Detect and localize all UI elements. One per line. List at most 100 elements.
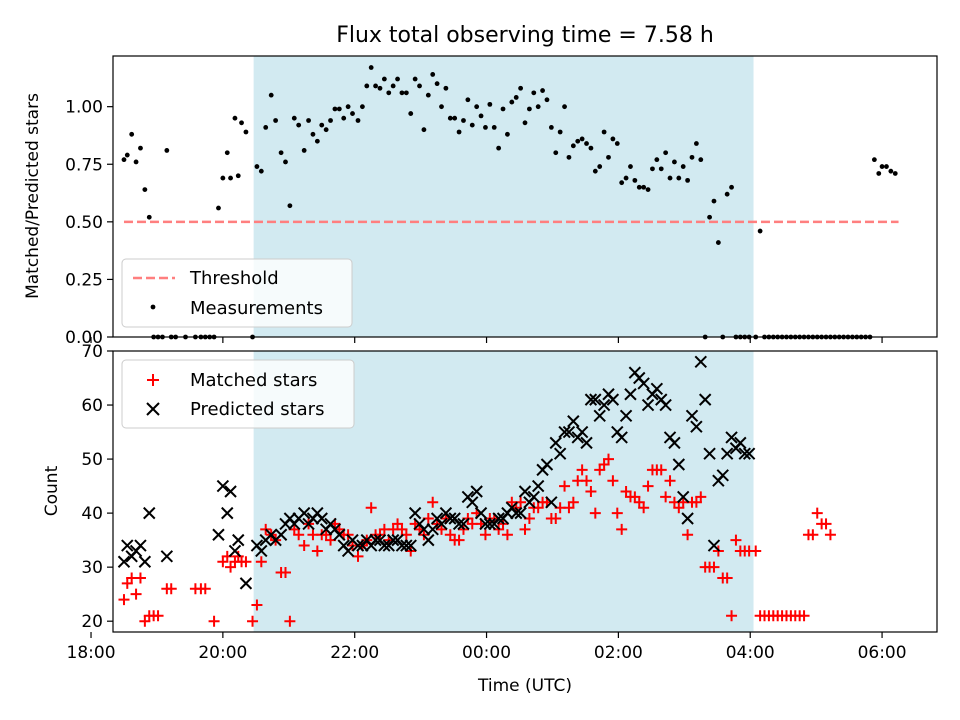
measurement-point bbox=[377, 85, 383, 91]
top-legend: Threshold Measurements bbox=[121, 258, 353, 328]
predicted-stars-point bbox=[584, 393, 598, 406]
legend-matched-marker bbox=[147, 374, 159, 386]
matched-stars-point bbox=[602, 453, 614, 465]
bottom-y-axis-label: Count bbox=[42, 465, 62, 516]
measurement-point bbox=[232, 115, 238, 121]
measurement-point bbox=[526, 106, 532, 112]
measurement-point bbox=[879, 164, 885, 169]
predicted-stars-point bbox=[239, 577, 253, 590]
measurement-point bbox=[421, 127, 427, 133]
measurement-point bbox=[628, 164, 633, 169]
measurement-point bbox=[239, 120, 244, 126]
bottom-axes-frame bbox=[112, 350, 938, 633]
predicted-stars-point bbox=[400, 539, 413, 552]
measurement-point bbox=[314, 138, 320, 144]
predicted-stars-point bbox=[641, 398, 655, 412]
measurement-point bbox=[641, 184, 647, 190]
legend-threshold-label: Threshold bbox=[189, 268, 279, 289]
predicted-stars-point bbox=[466, 496, 479, 509]
measurement-point bbox=[570, 143, 576, 149]
predicted-stars-point bbox=[615, 431, 628, 444]
measurement-point bbox=[296, 122, 302, 128]
measurement-point bbox=[408, 111, 414, 116]
matched-stars-point bbox=[279, 567, 291, 579]
top-y-tick-label: 0.00 bbox=[65, 328, 103, 348]
measurement-point bbox=[359, 104, 365, 110]
predicted-stars-point bbox=[589, 393, 602, 406]
matched-stars-point bbox=[820, 518, 832, 530]
predicted-stars-point bbox=[417, 523, 431, 536]
measurement-point bbox=[505, 131, 510, 137]
bottom-y-ticks: 20 30 40 50 60 70 bbox=[81, 342, 113, 632]
measurement-point bbox=[146, 214, 152, 220]
predicted-stars-point bbox=[395, 539, 409, 552]
bottom-y-tick-label: 40 bbox=[81, 504, 103, 524]
predicted-stars-point bbox=[698, 393, 712, 406]
measurement-point bbox=[711, 198, 717, 204]
bottom-x-ticks: 18:00 20:00 22:00 00:00 02:00 04:00 06:00 bbox=[67, 632, 907, 663]
measurement-point bbox=[645, 187, 651, 192]
matched-stars-point bbox=[581, 475, 593, 487]
measurement-point bbox=[133, 159, 139, 165]
measurement-point bbox=[575, 138, 581, 144]
measurement-point bbox=[243, 129, 249, 135]
matched-stars-point bbox=[255, 556, 267, 568]
measurement-point bbox=[268, 92, 274, 98]
measurement-point bbox=[332, 106, 338, 112]
matched-stars-point bbox=[607, 475, 619, 487]
x-tick-label: 18:00 bbox=[67, 643, 116, 663]
predicted-stars-point bbox=[738, 447, 751, 460]
predicted-stars-point bbox=[659, 398, 672, 412]
predicted-stars-point bbox=[624, 388, 637, 401]
measurement-point bbox=[164, 148, 170, 153]
measurement-point bbox=[871, 157, 877, 163]
matched-stars-point bbox=[576, 464, 588, 476]
measurement-point bbox=[258, 168, 264, 174]
measurement-point bbox=[553, 150, 559, 156]
measurement-point bbox=[601, 129, 607, 135]
measurement-point bbox=[283, 159, 288, 165]
measurement-point bbox=[278, 150, 284, 156]
predicted-stars-point bbox=[121, 539, 134, 552]
matched-stars-point bbox=[585, 486, 597, 497]
measurement-point bbox=[364, 83, 370, 89]
measurement-point bbox=[614, 141, 620, 146]
top-axes-frame bbox=[112, 55, 938, 338]
measurement-point bbox=[381, 76, 387, 82]
top-y-tick-label: 0.25 bbox=[65, 270, 103, 290]
predicted-stars-point bbox=[672, 458, 686, 471]
measurement-point bbox=[478, 113, 484, 119]
top-y-axis-label: Matched/Predicted stars bbox=[23, 93, 43, 299]
measurement-point bbox=[513, 95, 519, 100]
predicted-stars-point bbox=[668, 436, 681, 450]
measurement-point bbox=[452, 115, 458, 121]
measurement-point bbox=[562, 104, 567, 110]
measurement-point bbox=[417, 83, 422, 89]
predicted-stars-point bbox=[580, 436, 593, 450]
matched-stars-point bbox=[567, 496, 579, 508]
matched-stars-point bbox=[655, 464, 667, 476]
predicted-stars-point bbox=[224, 485, 237, 498]
matched-stars-point bbox=[152, 610, 164, 622]
matched-stars-point bbox=[638, 502, 650, 514]
measurement-point bbox=[632, 177, 638, 183]
measurement-point bbox=[667, 175, 673, 181]
matched-stars-point bbox=[436, 523, 448, 535]
matched-stars-point bbox=[721, 572, 733, 584]
matched-stars-point bbox=[165, 583, 177, 595]
measurement-point bbox=[121, 157, 127, 163]
predicted-stars-point bbox=[514, 506, 527, 520]
measurement-point bbox=[619, 180, 625, 186]
measurement-point bbox=[461, 118, 466, 123]
predicted-stars-point bbox=[549, 436, 562, 450]
measurement-point bbox=[287, 203, 293, 209]
measurement-point bbox=[224, 150, 230, 156]
predicted-stars-point bbox=[386, 533, 400, 547]
measurement-point bbox=[654, 157, 660, 163]
top-panel: 0.00 0.25 0.50 0.75 1.00 Matched/Predicted s… bbox=[23, 55, 938, 348]
predicted-stars-point bbox=[255, 544, 268, 558]
predicted-stars-point bbox=[297, 506, 311, 520]
measurement-point bbox=[606, 154, 611, 160]
predicted-stars-point bbox=[553, 447, 567, 460]
measurement-point bbox=[676, 175, 682, 181]
